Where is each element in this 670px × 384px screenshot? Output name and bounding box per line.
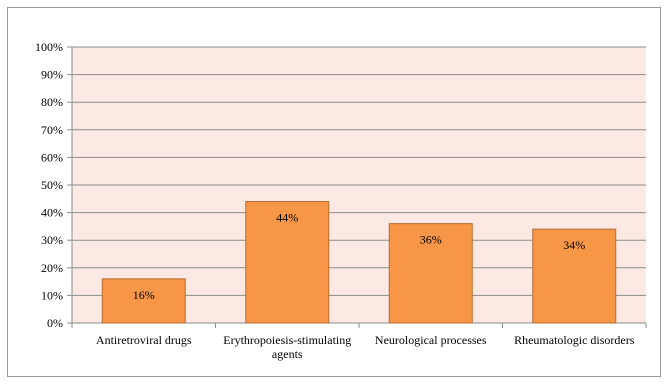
y-tick-label: 10% <box>41 288 63 302</box>
y-tick-label: 30% <box>41 233 63 247</box>
data-label: 16% <box>133 288 155 302</box>
bar <box>245 201 330 324</box>
data-label: 34% <box>563 238 585 252</box>
x-category-label: Antiretroviral drugs <box>96 333 192 347</box>
y-tick-label: 60% <box>41 150 63 164</box>
x-category-label: Neurological processes <box>375 333 487 347</box>
x-category-label: agents <box>272 347 303 361</box>
bar <box>388 223 473 324</box>
data-label: 44% <box>276 211 298 225</box>
bar <box>101 278 186 324</box>
x-category-label: Rheumatologic disorders <box>514 333 635 347</box>
y-tick-label: 70% <box>41 123 63 137</box>
y-tick-label: 20% <box>41 261 63 275</box>
bar <box>532 228 617 324</box>
y-tick-label: 0% <box>47 316 63 330</box>
y-tick-label: 90% <box>41 68 63 82</box>
y-tick-label: 40% <box>41 206 63 220</box>
data-label: 36% <box>420 233 442 247</box>
y-tick-label: 50% <box>41 178 63 192</box>
y-tick-label: 80% <box>41 95 63 109</box>
x-category-label: Erythropoiesis-stimulating <box>223 333 351 347</box>
y-tick-label: 100% <box>35 40 63 54</box>
